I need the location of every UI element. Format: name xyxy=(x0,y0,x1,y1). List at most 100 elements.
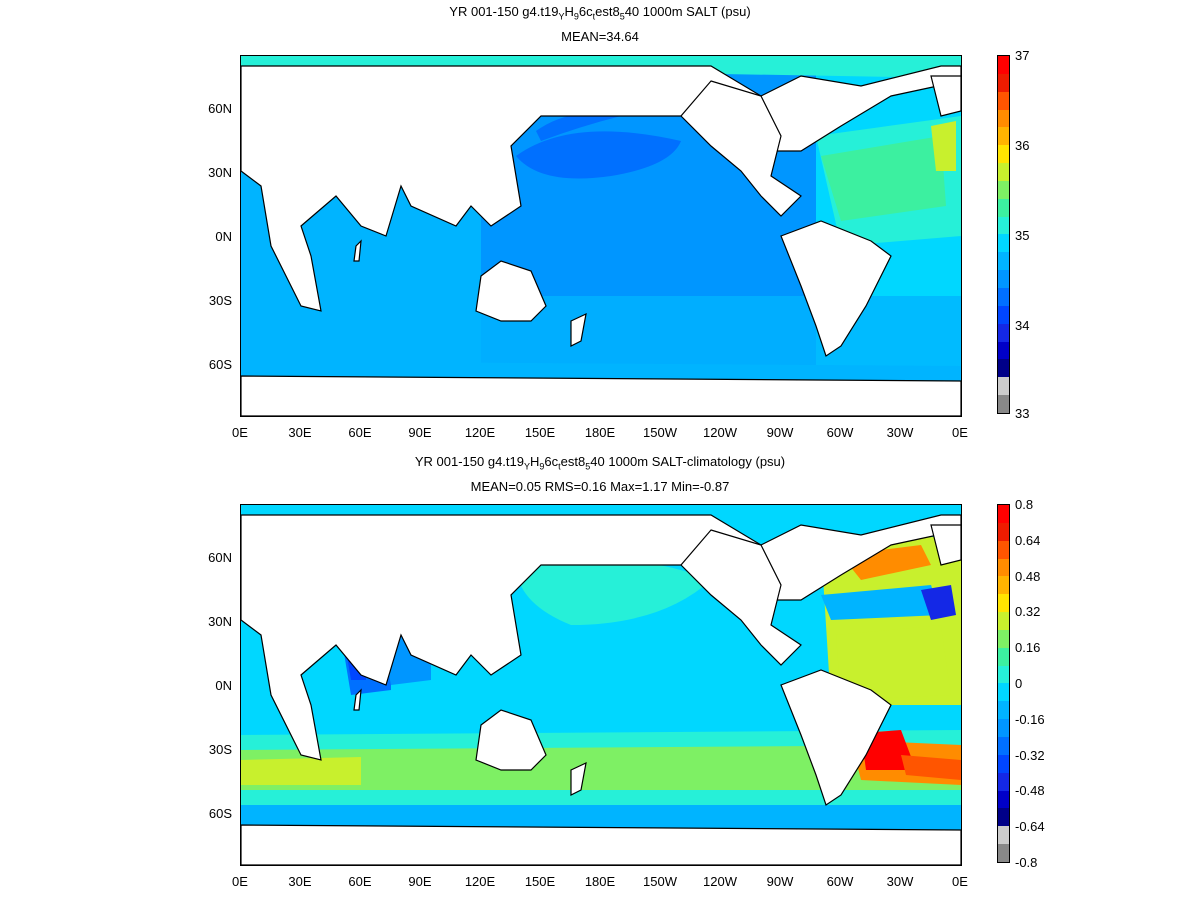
colorbar-segment xyxy=(998,665,1009,684)
colorbar-segment xyxy=(998,270,1009,288)
colorbar-segment xyxy=(998,629,1009,648)
land xyxy=(241,514,961,865)
lon-label: 0E xyxy=(232,425,248,440)
colorbar-segment xyxy=(998,790,1009,809)
colorbar-segment xyxy=(998,558,1009,577)
lon-label: 150W xyxy=(643,874,677,889)
lon-label: 90E xyxy=(408,425,432,440)
colorbar-2-label: -0.32 xyxy=(1015,747,1045,763)
lat-label: 30S xyxy=(208,742,232,757)
lon-label: 120E xyxy=(464,425,496,440)
colorbar-2-label: 0.48 xyxy=(1015,568,1041,584)
colorbar-segment xyxy=(998,540,1009,559)
lon-label: 30W xyxy=(886,425,914,440)
colorbar-segment xyxy=(998,736,1009,755)
colorbar-2-label: 0.32 xyxy=(1015,604,1041,620)
colorbar-segment xyxy=(998,505,1009,523)
colorbar-segment xyxy=(998,754,1009,773)
colorbar-segment xyxy=(998,826,1009,845)
lon-label: 120E xyxy=(464,874,496,889)
panel-1-stats: MEAN=34.64 xyxy=(561,29,639,44)
colorbar-segment xyxy=(998,180,1009,199)
lat-label: 30N xyxy=(208,614,232,629)
lon-label: 90W xyxy=(766,425,794,440)
colorbar-2-label: -0.16 xyxy=(1015,711,1045,727)
lon-label: 30W xyxy=(886,874,914,889)
colorbar-segment xyxy=(998,56,1009,74)
colorbar-segment xyxy=(998,198,1009,217)
lon-label: 60W xyxy=(826,425,854,440)
lat-label: 60N xyxy=(208,550,232,565)
lon-label: 180E xyxy=(584,425,616,440)
lon-label: 120W xyxy=(703,874,737,889)
colorbar-segment xyxy=(998,522,1009,541)
lon-label: 120W xyxy=(703,425,737,440)
lon-label: 90W xyxy=(766,874,794,889)
colorbar-1-label: 37 xyxy=(1015,48,1030,63)
lat-label: 0N xyxy=(215,229,232,244)
panel-2-colorbar xyxy=(997,504,1010,863)
colorbar-segment xyxy=(998,612,1009,630)
lat-label: 30N xyxy=(208,165,232,180)
land xyxy=(241,65,961,416)
lat-label: 60N xyxy=(208,101,232,116)
colorbar-segment xyxy=(998,163,1009,181)
lon-label: 0E xyxy=(952,874,968,889)
colorbar-segment xyxy=(998,359,1009,378)
colorbar-1-label: 36 xyxy=(1015,138,1030,153)
panel-1-map xyxy=(240,55,962,417)
panel-1-title: YR 001-150 g4.t19YH96ctest8540 1000m SAL… xyxy=(449,4,751,22)
colorbar-2-label: 0 xyxy=(1015,676,1023,691)
colorbar-2-label: -0.8 xyxy=(1015,855,1038,870)
colorbar-1-label: 35 xyxy=(1015,228,1030,243)
lon-label: 60E xyxy=(348,425,372,440)
lon-label: 90E xyxy=(408,874,432,889)
colorbar-segment xyxy=(998,701,1009,720)
lon-label: 0E xyxy=(952,425,968,440)
colorbar-segment xyxy=(998,145,1009,164)
lon-label: 150E xyxy=(524,425,556,440)
colorbar-segment xyxy=(998,305,1009,324)
lat-label: 60S xyxy=(208,806,232,821)
lon-label: 30E xyxy=(288,874,312,889)
lon-label: 150E xyxy=(524,874,556,889)
colorbar-2-label: 0.8 xyxy=(1015,497,1034,512)
colorbar-segment xyxy=(998,719,1009,737)
panel-1-colorbar xyxy=(997,55,1010,414)
colorbar-segment xyxy=(998,808,1009,827)
colorbar-segment xyxy=(998,91,1009,110)
colorbar-segment xyxy=(998,576,1009,595)
colorbar-1-label: 33 xyxy=(1015,406,1030,421)
colorbar-segment xyxy=(998,252,1009,271)
colorbar-segment xyxy=(998,683,1009,702)
lat-label: 60S xyxy=(208,357,232,372)
colorbar-segment xyxy=(998,594,1009,613)
lon-label: 0E xyxy=(232,874,248,889)
colorbar-segment xyxy=(998,647,1009,666)
colorbar-segment xyxy=(998,73,1009,92)
lon-label: 150W xyxy=(643,425,677,440)
colorbar-segment xyxy=(998,216,1009,235)
lat-label: 30S xyxy=(208,293,232,308)
colorbar-1-label: 34 xyxy=(1015,318,1030,333)
colorbar-segment xyxy=(998,844,1009,862)
colorbar-segment xyxy=(998,772,1009,791)
colorbar-segment xyxy=(998,395,1009,413)
colorbar-segment xyxy=(998,323,1009,342)
colorbar-segment xyxy=(998,127,1009,146)
colorbar-segment xyxy=(998,234,1009,253)
panel-2-title: YR 001-150 g4.t19YH96ctest8540 1000m SAL… xyxy=(414,454,786,472)
panel-2-stats: MEAN=0.05 RMS=0.16 Max=1.17 Min=-0.87 xyxy=(470,479,730,494)
colorbar-2-label: -0.64 xyxy=(1015,819,1045,835)
colorbar-segment xyxy=(998,377,1009,396)
lon-label: 60E xyxy=(348,874,372,889)
lat-label: 0N xyxy=(215,678,232,693)
colorbar-segment xyxy=(998,287,1009,306)
lon-label: 60W xyxy=(826,874,854,889)
colorbar-2-label: 0.64 xyxy=(1015,532,1041,548)
colorbar-segment xyxy=(998,109,1009,128)
lon-label: 30E xyxy=(288,425,312,440)
lon-label: 180E xyxy=(584,874,616,889)
colorbar-segment xyxy=(998,341,1009,360)
colorbar-2-label: 0.16 xyxy=(1015,640,1041,656)
